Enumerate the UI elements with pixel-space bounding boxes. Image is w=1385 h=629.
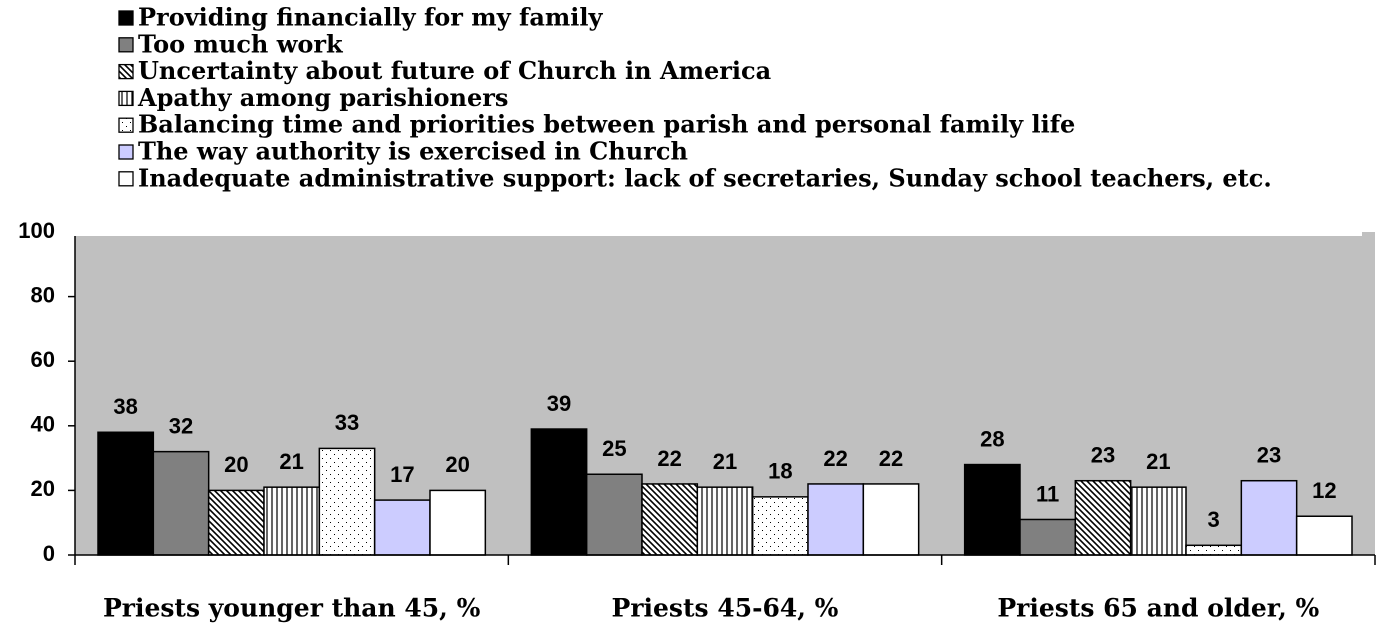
- value-label: 18: [768, 459, 792, 484]
- y-tick-label: 100: [18, 218, 55, 243]
- bar: [807, 483, 865, 556]
- bar: [207, 489, 265, 556]
- value-label: 22: [879, 446, 903, 471]
- bar: [751, 496, 809, 556]
- legend-label: Providing financially for my family: [138, 3, 603, 32]
- x-tick-label: Priests younger than 45, %: [103, 594, 481, 623]
- legend-label: The way authority is exercised in Church: [138, 137, 688, 166]
- value-label: 21: [713, 449, 737, 474]
- legend-label: Too much work: [138, 29, 344, 58]
- bar: [530, 428, 588, 556]
- value-label: 21: [1146, 449, 1170, 474]
- y-tick-label: 20: [31, 476, 55, 501]
- legend-swatch: [118, 117, 134, 133]
- legend-swatch: [118, 10, 134, 26]
- value-label: 25: [602, 436, 626, 461]
- legend-label: Uncertainty about future of Church in Am…: [138, 56, 771, 85]
- bar: [696, 486, 754, 556]
- legend-label: Apathy among parishioners: [137, 83, 508, 112]
- value-label: 39: [547, 391, 571, 416]
- legend-swatch: [118, 144, 134, 160]
- value-label: 20: [445, 452, 469, 477]
- legend-swatch: [118, 90, 134, 107]
- value-label: 23: [1091, 443, 1115, 468]
- bar: [862, 483, 920, 556]
- bar: [429, 489, 487, 556]
- y-tick-label: 0: [43, 541, 55, 566]
- bar: [318, 447, 376, 556]
- bar: [152, 450, 210, 556]
- value-label: 32: [169, 413, 193, 438]
- legend-swatch: [118, 37, 134, 53]
- bar: [263, 486, 321, 556]
- bar: [1129, 486, 1187, 556]
- bar: [1019, 518, 1077, 556]
- value-label: 22: [823, 446, 847, 471]
- value-label: 28: [980, 426, 1004, 451]
- bar: [1240, 479, 1298, 556]
- value-label: 12: [1312, 478, 1336, 503]
- bar: [373, 499, 431, 556]
- x-tick-label: Priests 45-64, %: [612, 594, 839, 623]
- value-label: 11: [1036, 481, 1059, 506]
- value-label: 23: [1257, 443, 1281, 468]
- value-label: 21: [279, 449, 303, 474]
- value-label: 20: [224, 452, 248, 477]
- value-label: 17: [390, 462, 414, 487]
- bar: [97, 431, 155, 556]
- bar: [963, 463, 1021, 556]
- bar: [1185, 544, 1243, 556]
- legend-label: Inadequate administrative support: lack …: [138, 163, 1272, 192]
- legend-box: [64, 0, 1362, 236]
- value-label: 22: [657, 446, 681, 471]
- bar: [1295, 515, 1353, 556]
- legend-swatch: [118, 171, 134, 187]
- value-label: 33: [335, 410, 359, 435]
- bar: [641, 483, 699, 556]
- y-tick-label: 40: [31, 412, 55, 437]
- x-tick-label: Priests 65 and older, %: [997, 594, 1319, 623]
- legend-label: Balancing time and priorities between pa…: [138, 110, 1075, 139]
- value-label: 3: [1208, 507, 1220, 532]
- y-tick-label: 60: [31, 347, 55, 372]
- y-tick-label: 80: [31, 282, 55, 307]
- bar: [585, 473, 643, 556]
- bar: [1074, 479, 1132, 556]
- value-label: 38: [113, 394, 137, 419]
- legend-swatch: [118, 63, 134, 80]
